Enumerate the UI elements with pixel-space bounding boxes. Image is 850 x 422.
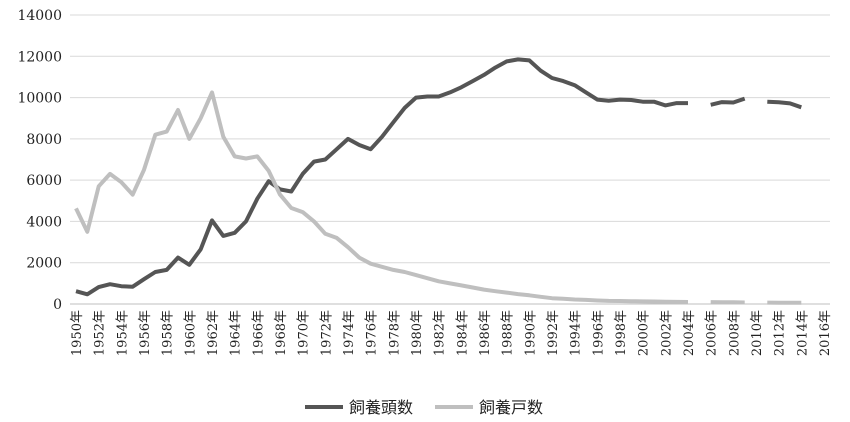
y-tick-label: 12000	[17, 49, 62, 65]
y-tick-label: 10000	[17, 91, 62, 107]
y-tick-label: 0	[53, 297, 62, 313]
x-tick-label: 2006年	[705, 310, 720, 356]
x-tick-label: 1992年	[546, 310, 561, 356]
x-tick-label: 1978年	[387, 310, 402, 356]
x-tick-label: 1972年	[319, 310, 334, 356]
x-tick-label: 2012年	[773, 310, 788, 356]
x-tick-label: 1952年	[93, 310, 108, 356]
series-line-1	[75, 57, 802, 297]
x-tick-label: 1976年	[365, 310, 380, 356]
x-tick-label: 1990年	[523, 310, 538, 356]
y-gridlines	[70, 14, 830, 305]
x-tick-label: 1962年	[206, 310, 221, 356]
series-line-2	[74, 90, 802, 305]
x-tick-label: 1998年	[614, 310, 629, 356]
series-lines	[74, 57, 802, 305]
x-tick-label: 1964年	[229, 310, 244, 356]
y-tick-label: 2000	[26, 256, 62, 272]
y-tick-label: 4000	[26, 214, 62, 230]
x-tick-label: 2000年	[637, 310, 652, 356]
x-tick-label: 2004年	[682, 310, 697, 356]
x-tick-label: 1988年	[501, 310, 516, 356]
y-tick-label: 6000	[26, 173, 62, 189]
y-tick-label: 8000	[26, 132, 62, 148]
legend-label-series-2: 飼養戸数	[479, 398, 543, 417]
x-tick-label: 2016年	[818, 310, 833, 356]
x-tick-label: 2002年	[659, 310, 674, 356]
x-tick-label: 1958年	[161, 310, 176, 356]
y-tick-label: 14000	[17, 8, 62, 24]
x-tick-label: 1982年	[433, 310, 448, 356]
y-axis-tick-labels: 0 2000 4000 6000 8000 10000 12000 14000	[17, 8, 62, 313]
x-tick-label: 2014年	[795, 310, 810, 356]
x-tick-label: 1996年	[591, 310, 606, 356]
x-tick-label: 1956年	[138, 310, 153, 356]
x-tick-label: 1986年	[478, 310, 493, 356]
x-tick-label: 1980年	[410, 310, 425, 356]
x-tick-label: 1984年	[455, 310, 470, 356]
x-axis-tick-labels: 1950年 1952年 1954年 1956年 1958年 1960年 1962年 1964年…	[70, 310, 833, 356]
x-tick-label: 2010年	[750, 310, 765, 356]
x-tick-label: 1960年	[183, 310, 198, 356]
x-tick-label: 1966年	[251, 310, 266, 356]
x-tick-label: 1970年	[297, 310, 312, 356]
x-tick-label: 1974年	[342, 310, 357, 356]
x-tick-label: 1968年	[274, 310, 289, 356]
x-tick-label: 2008年	[727, 310, 742, 356]
chart-legend: 飼養頭数 飼養戸数	[305, 398, 543, 417]
x-tick-label: 1954年	[115, 310, 130, 356]
x-tick-label: 1950年	[70, 310, 85, 356]
x-tick-label: 1994年	[569, 310, 584, 356]
legend-label-series-1: 飼養頭数	[349, 398, 413, 417]
